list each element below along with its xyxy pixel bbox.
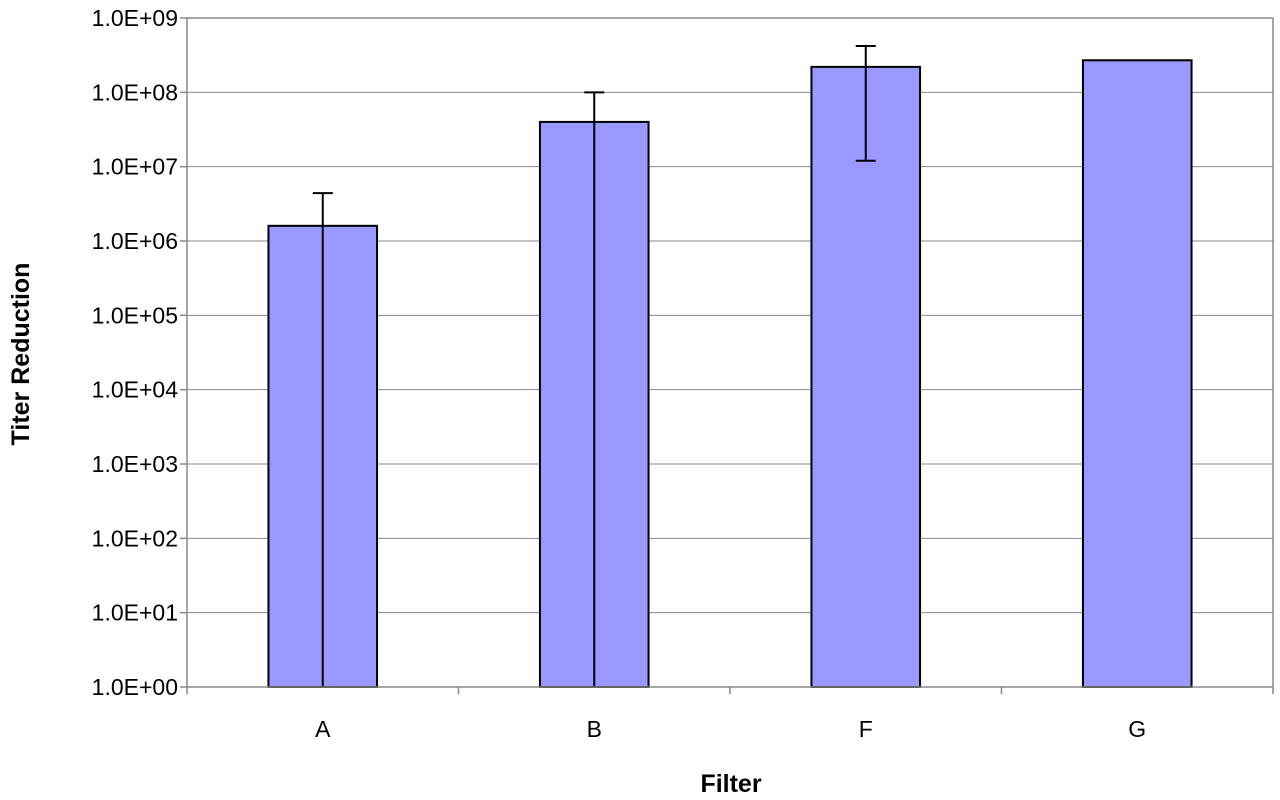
bars: [267, 59, 1193, 689]
y-tick-label: 1.0E+07: [92, 154, 178, 180]
y-tick-label: 1.0E+00: [92, 674, 178, 700]
y-tick-label: 1.0E+06: [92, 228, 178, 254]
y-tick-label: 1.0E+04: [92, 377, 179, 403]
y-tick-label: 1.0E+01: [92, 600, 178, 626]
y-tick-label: 1.0E+03: [92, 451, 178, 477]
y-axis-title: Titer Reduction: [7, 263, 35, 446]
x-tick-label-F: F: [859, 716, 873, 742]
x-axis-title: Filter: [700, 770, 761, 798]
y-tick-labels: 1.0E+00 1.0E+01 1.0E+02 1.0E+03 1.0E+04 1.0E+…: [92, 5, 179, 700]
y-tick-label: 1.0E+02: [92, 525, 178, 551]
y-tick-label: 1.0E+08: [92, 79, 178, 105]
error-bars: [312, 45, 876, 687]
axes: [180, 17, 1274, 694]
x-tick-label-A: A: [315, 716, 331, 742]
bar-G: [1081, 59, 1193, 689]
y-tick-label: 1.0E+09: [92, 5, 178, 31]
y-tick-label: 1.0E+05: [92, 302, 178, 328]
x-tick-label-G: G: [1128, 716, 1146, 742]
x-tick-label-B: B: [587, 716, 602, 742]
